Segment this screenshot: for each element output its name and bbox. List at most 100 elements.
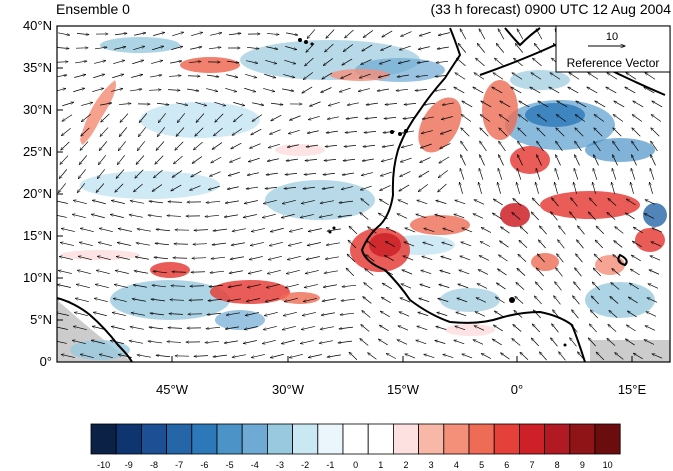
colorbar-swatch xyxy=(241,423,268,455)
wind-arrow xyxy=(267,158,279,161)
wind-arrow xyxy=(341,73,352,79)
wind-arrow xyxy=(347,254,356,263)
wind-arrow xyxy=(492,213,502,220)
wind-arrow xyxy=(626,325,636,332)
wind-arrow xyxy=(153,169,163,178)
wind-arrow xyxy=(556,268,563,277)
wind-arrow xyxy=(645,326,656,331)
wind-arrow xyxy=(306,43,315,53)
wind-arrow xyxy=(246,60,258,64)
wind-arrow xyxy=(344,145,357,146)
wind-arrow xyxy=(456,312,467,317)
wind-arrow xyxy=(625,213,635,220)
wind-arrow xyxy=(420,284,431,289)
wind-arrow xyxy=(596,226,605,235)
wind-arrow xyxy=(416,75,428,76)
wind-arrow xyxy=(568,87,579,94)
wind-arrow xyxy=(615,227,624,234)
wind-arrow xyxy=(148,215,162,218)
lat-label-15n: 15°N xyxy=(22,228,52,243)
wind-arrow xyxy=(306,256,320,259)
wind-arrow xyxy=(61,228,75,232)
colorbar-swatch xyxy=(166,423,193,455)
wind-arrow xyxy=(399,184,410,191)
wind-arrow xyxy=(607,212,616,220)
wind-arrow xyxy=(152,285,166,288)
wind-arrow xyxy=(364,131,377,132)
wind-arrow xyxy=(380,185,391,190)
wind-arrow xyxy=(474,326,485,331)
wind-arrow xyxy=(457,298,468,303)
wind-arrow xyxy=(399,45,411,50)
wind-arrow xyxy=(589,198,597,207)
wind-arrow xyxy=(439,156,450,163)
wind-arrow xyxy=(115,183,124,193)
wind-arrow xyxy=(479,168,484,180)
wind-arrow xyxy=(400,157,412,162)
wind-arrow xyxy=(319,340,333,344)
wind-arrow xyxy=(231,242,245,246)
wind-arrow xyxy=(367,241,376,248)
wind-arrow xyxy=(305,270,319,273)
wind-arrow xyxy=(346,268,355,277)
wind-arrow xyxy=(245,73,257,77)
wind-arrow xyxy=(385,241,395,247)
wind-arrow xyxy=(57,48,69,49)
wind-arrow xyxy=(111,89,123,92)
wind-arrow xyxy=(211,156,222,163)
wind-arrow xyxy=(380,171,392,176)
wind-arrow xyxy=(138,127,147,136)
wind-arrow xyxy=(498,155,504,166)
wind-arrow xyxy=(536,155,542,166)
wind-arrow xyxy=(119,127,128,136)
wind-arrow xyxy=(551,338,558,347)
colorbar-swatch xyxy=(367,423,394,455)
wind-arrow xyxy=(111,326,125,330)
wind-arrow xyxy=(574,155,580,166)
wind-arrow xyxy=(455,326,466,331)
wind-arrow xyxy=(228,171,240,175)
wind-arrow xyxy=(150,75,162,78)
wind-arrow xyxy=(531,338,540,347)
wind-arrow xyxy=(227,61,239,63)
wind-arrow xyxy=(117,242,131,246)
wind-arrow xyxy=(95,284,109,289)
wind-arrow xyxy=(361,199,370,206)
colorbar-swatch xyxy=(115,423,142,455)
colorbar xyxy=(90,423,621,455)
colorbar-swatch xyxy=(140,423,167,455)
wind-arrow xyxy=(363,297,372,304)
wind-arrow xyxy=(115,33,127,34)
wind-arrow xyxy=(652,354,663,359)
wind-arrow xyxy=(436,61,448,62)
wind-arrow xyxy=(536,168,541,180)
wind-arrow xyxy=(232,128,243,136)
wind-arrow xyxy=(250,242,264,245)
wind-arrow xyxy=(397,340,408,345)
wind-arrow xyxy=(595,101,606,108)
wind-arrow xyxy=(631,155,637,166)
wind-arrow xyxy=(326,29,335,39)
wind-arrow xyxy=(99,228,113,233)
wind-arrow xyxy=(285,46,297,49)
wind-arrow xyxy=(345,131,358,132)
wind-arrow xyxy=(592,182,596,194)
wind-arrow xyxy=(206,88,218,92)
colorbar-swatch xyxy=(544,423,571,455)
wind-arrow xyxy=(593,268,602,277)
wind-arrow xyxy=(150,313,164,316)
wind-arrow xyxy=(57,284,71,288)
wind-arrow xyxy=(363,145,375,146)
wind-arrow xyxy=(110,340,124,344)
wind-arrow xyxy=(462,228,473,233)
wind-arrow xyxy=(282,199,296,203)
wind-arrow xyxy=(61,127,71,135)
wind-arrow xyxy=(225,200,239,203)
wind-arrow xyxy=(129,215,143,218)
wind-arrow xyxy=(480,128,489,137)
wind-arrow xyxy=(632,141,639,152)
wind-arrow xyxy=(607,73,618,80)
wind-arrow xyxy=(499,128,508,137)
wind-arrow xyxy=(438,32,450,36)
wind-arrow xyxy=(135,169,144,179)
